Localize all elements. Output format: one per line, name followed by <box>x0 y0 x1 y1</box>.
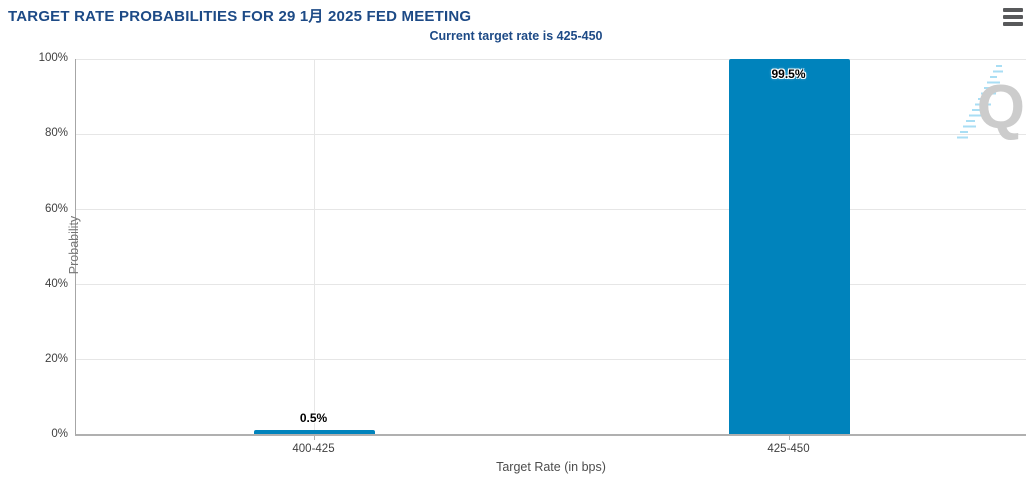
bar-425-450[interactable] <box>728 58 850 434</box>
y-axis-title: Probability <box>67 215 81 274</box>
gridline-100 <box>76 59 1026 60</box>
bar-value-label: 0.5% <box>299 411 328 425</box>
y-tick-0: 0% <box>51 428 68 440</box>
gridline-60 <box>76 209 1026 210</box>
x-tick-label-0: 400-425 <box>292 443 335 455</box>
bar-value-label: 99.5% <box>771 66 806 81</box>
x-tick-mark <box>788 434 790 440</box>
y-tick-80: 80% <box>44 127 68 139</box>
gridline-40 <box>76 284 1026 285</box>
chart-title: TARGET RATE PROBABILITIES FOR 29 1月 2025… <box>8 8 472 25</box>
hamburger-bar <box>1003 15 1023 19</box>
x-tick-label-1: 425-450 <box>767 443 810 455</box>
x-axis-title: Target Rate (in bps) <box>496 460 606 474</box>
y-tick-20: 20% <box>44 353 68 365</box>
y-tick-40: 40% <box>44 278 68 290</box>
gridline-80 <box>76 134 1026 135</box>
x-tick-mark <box>313 434 315 440</box>
plot-area: 0.5% 99.5% 400-425 425-450 Probability T… <box>67 58 1026 474</box>
y-tick-100: 100% <box>38 52 68 64</box>
hamburger-bar <box>1003 22 1023 26</box>
bar-400-425[interactable] <box>253 430 375 434</box>
gridline-20 <box>76 359 1026 360</box>
chart-subtitle: Current target rate is 425-450 <box>429 29 603 43</box>
y-tick-60: 60% <box>44 203 68 215</box>
gridline-cat-0 <box>313 59 315 434</box>
hamburger-bar <box>1003 8 1023 12</box>
hamburger-menu-icon[interactable] <box>1003 8 1025 26</box>
